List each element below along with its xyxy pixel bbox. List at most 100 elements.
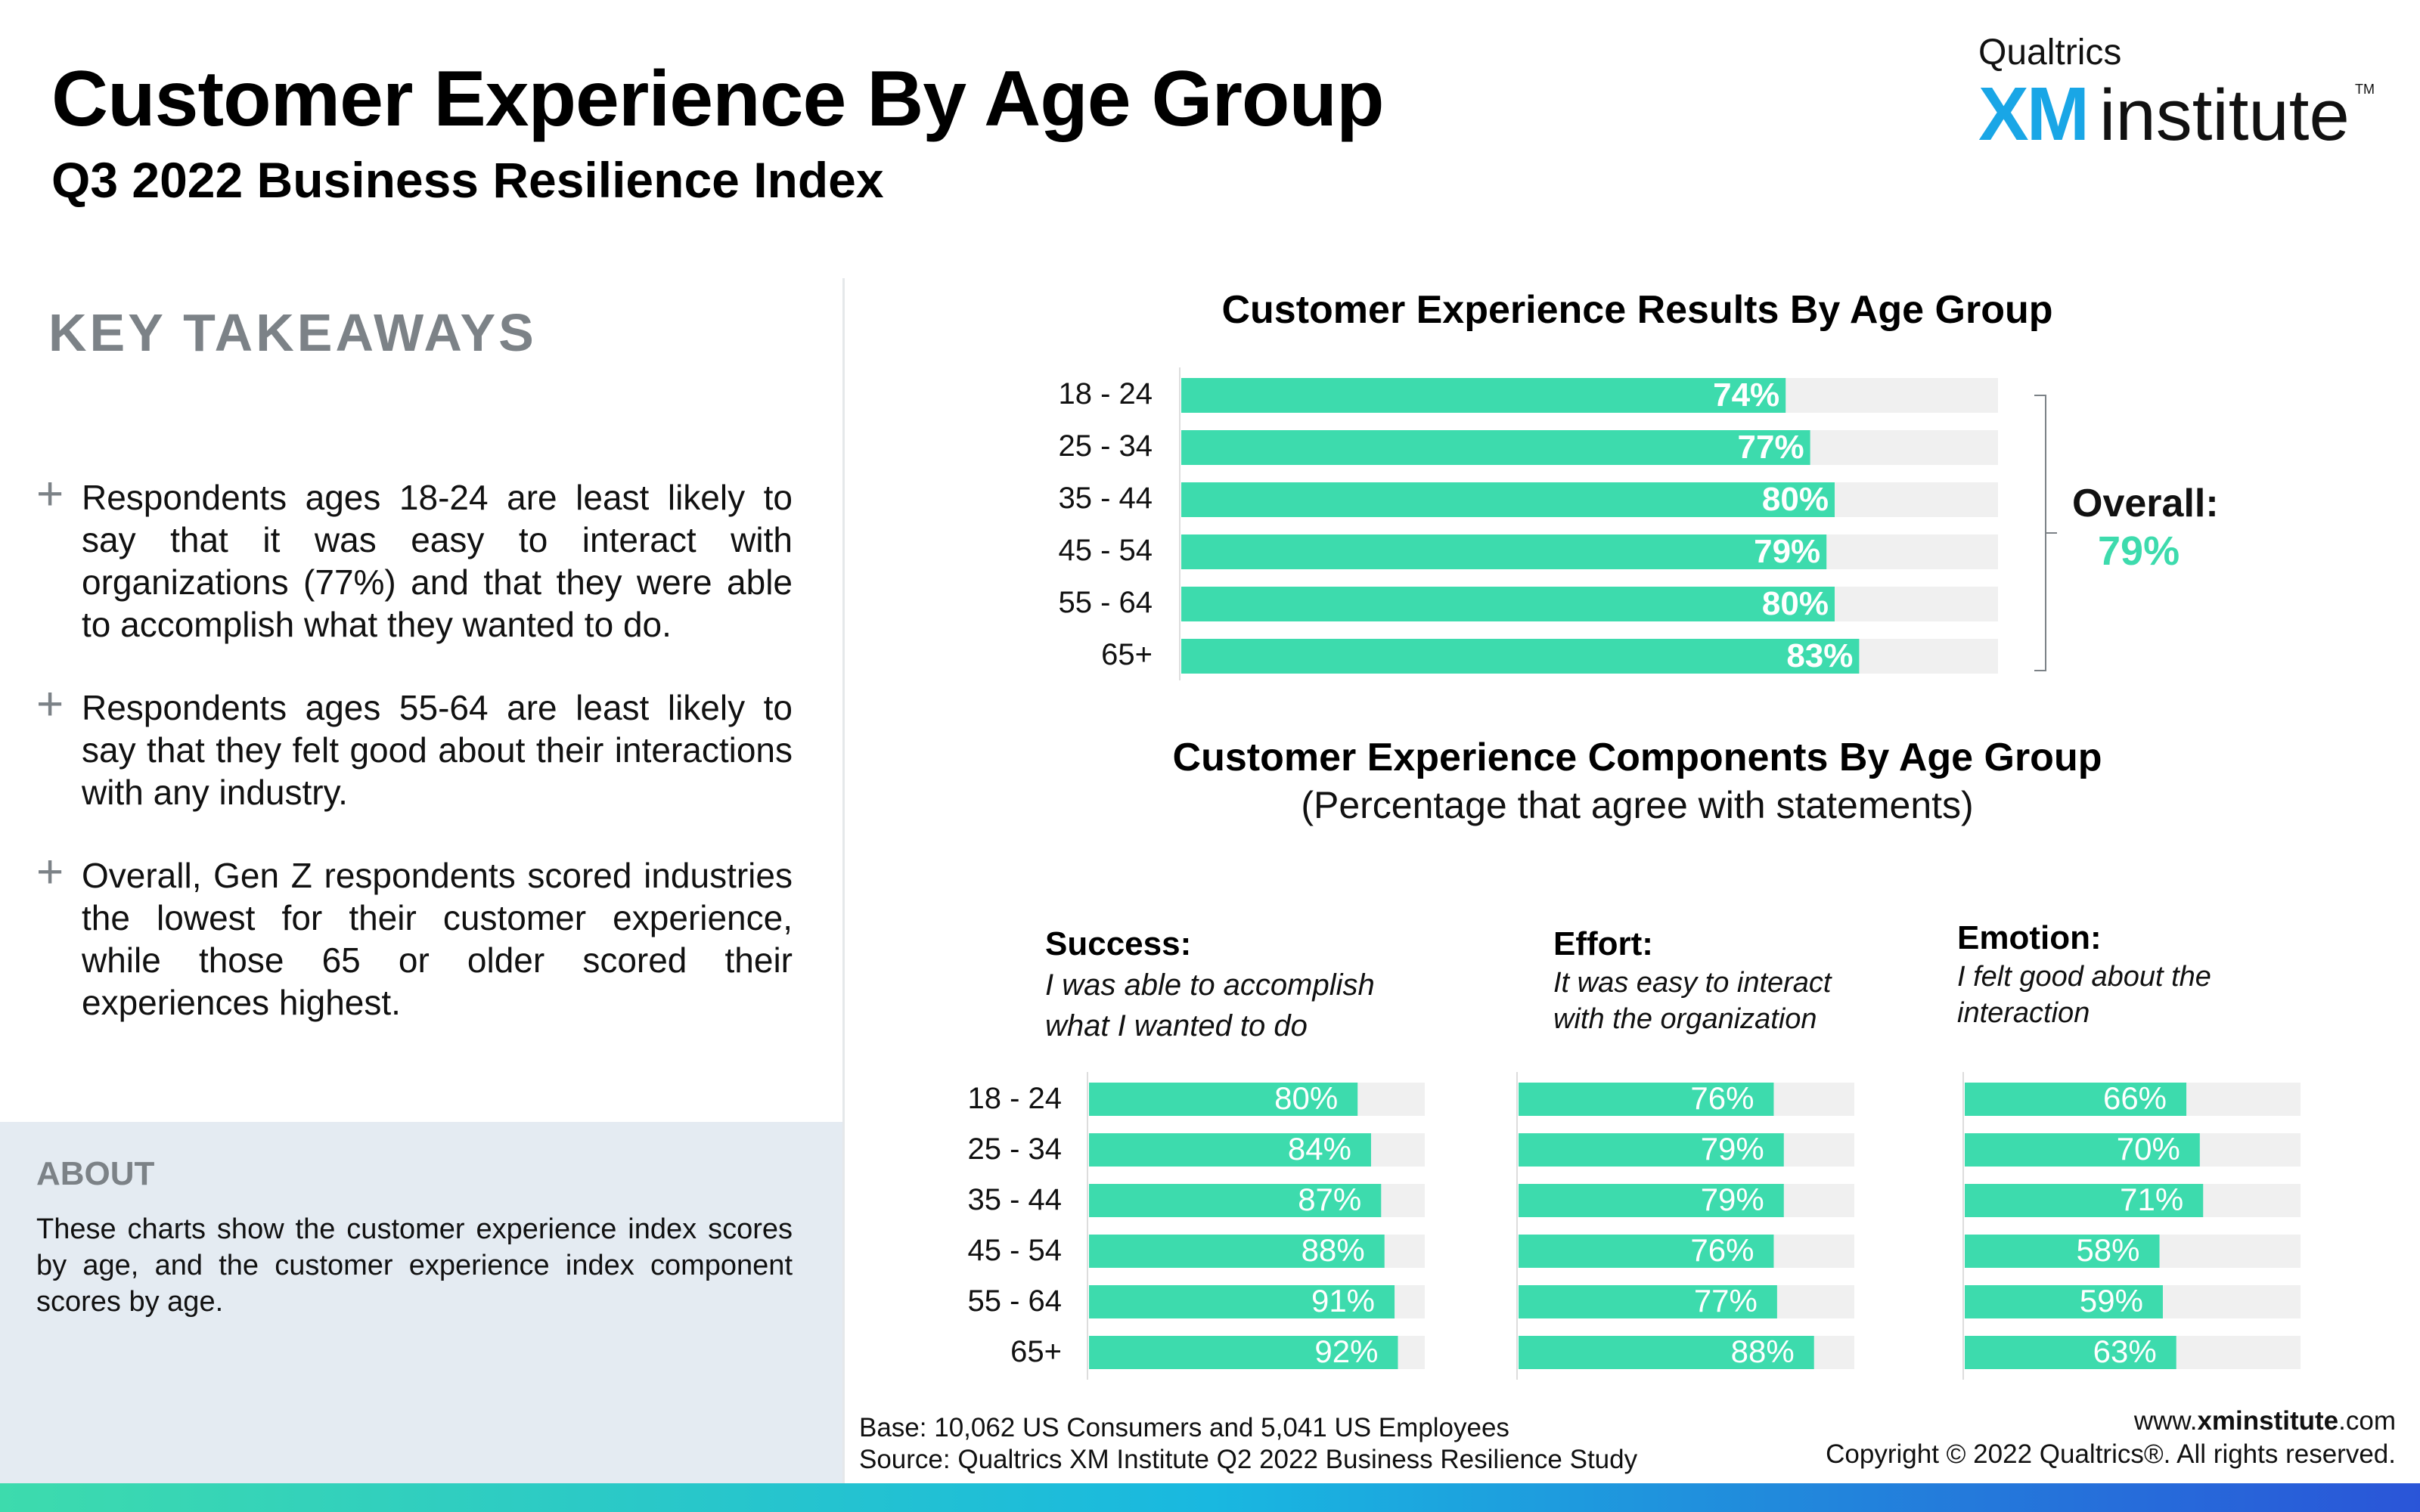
components-bar xyxy=(1965,1184,2204,1217)
components-bar-value: 76% xyxy=(1690,1080,1754,1116)
components-bar xyxy=(1519,1336,1814,1369)
results-age-label: 45 - 54 xyxy=(1058,534,1153,567)
footer-credits: www.xminstitute.com Copyright © 2022 Qua… xyxy=(1826,1405,2396,1471)
components-chart: 18 - 24 25 - 34 35 - 44 45 - 54 55 - 64 65+ 80… xyxy=(967,1072,2301,1380)
components-bar xyxy=(1089,1235,1385,1268)
components-bar xyxy=(1089,1285,1395,1318)
components-bar xyxy=(1519,1083,1774,1116)
components-bar-value: 59% xyxy=(2080,1283,2143,1318)
emotion-heading-block: Emotion: I felt good about the interacti… xyxy=(1957,919,2381,1031)
takeaway-item: + Respondents ages 18-24 are least likel… xyxy=(36,468,793,646)
logo-xm-text: XM xyxy=(1978,72,2090,156)
components-bar xyxy=(1519,1133,1784,1167)
components-chart-subtitle: (Percentage that agree with statements) xyxy=(1301,784,1974,826)
components-bar-value: 87% xyxy=(1298,1182,1361,1217)
components-bar-value: 79% xyxy=(1701,1182,1764,1217)
effort-heading-block: Effort: It was easy to interact with the… xyxy=(1553,925,1977,1037)
components-chart-title: Customer Experience Components By Age Gr… xyxy=(1172,736,2102,779)
about-text: These charts show the customer experienc… xyxy=(36,1213,793,1318)
success-heading-block: Success: I was able to accomplish what I… xyxy=(1045,925,1469,1046)
success-heading: Success: xyxy=(1045,925,1192,962)
results-age-label: 55 - 64 xyxy=(1058,586,1153,619)
results-bar-value: 80% xyxy=(1762,481,1829,518)
components-age-label: 55 - 64 xyxy=(967,1284,1062,1318)
results-bar-value: 77% xyxy=(1738,429,1804,466)
column-divider xyxy=(842,278,845,1488)
about-panel: ABOUT These charts show the customer exp… xyxy=(0,1122,842,1485)
results-bar xyxy=(1181,378,1786,413)
components-bar-value: 71% xyxy=(2120,1182,2183,1217)
footer-copyright: Copyright © 2022 Qualtrics®. All rights … xyxy=(1826,1439,2396,1469)
components-bar-value: 88% xyxy=(1731,1334,1795,1369)
components-bar xyxy=(1965,1133,2200,1167)
components-bar-value: 76% xyxy=(1690,1232,1754,1268)
components-bar-value: 79% xyxy=(1701,1131,1764,1167)
key-takeaways-title: KEY TAKEAWAYS xyxy=(48,303,537,362)
components-bar xyxy=(1965,1083,2187,1116)
results-bar xyxy=(1181,639,1860,674)
plus-icon: + xyxy=(36,846,64,898)
components-bar xyxy=(1089,1083,1358,1116)
page-title: Customer Experience By Age Group xyxy=(51,55,1384,143)
footer-url[interactable]: www.xminstitute.com xyxy=(2133,1406,2396,1436)
emotion-question-line: I felt good about the xyxy=(1957,961,2211,993)
about-title: ABOUT xyxy=(36,1155,155,1192)
components-bar xyxy=(1965,1285,2163,1318)
components-bar-value: 66% xyxy=(2103,1080,2167,1116)
effort-question-line: with the organization xyxy=(1553,1003,1817,1035)
takeaway-item: + Overall, Gen Z respondents scored indu… xyxy=(36,846,793,1024)
overall-value: 79% xyxy=(2098,528,2180,574)
bottom-gradient-bar xyxy=(0,1483,2420,1512)
components-bar-value: 70% xyxy=(2117,1131,2180,1167)
components-bar xyxy=(1519,1184,1784,1217)
components-bar-value: 88% xyxy=(1302,1232,1365,1268)
emotion-question-line: interaction xyxy=(1957,997,2090,1029)
results-bar-value: 79% xyxy=(1754,533,1820,570)
components-bar-value: 84% xyxy=(1288,1131,1351,1167)
takeaway-item: + Respondents ages 55-64 are least likel… xyxy=(36,678,793,813)
page-subtitle: Q3 2022 Business Resilience Index xyxy=(51,152,884,208)
components-bar-value: 77% xyxy=(1694,1283,1758,1318)
results-chart: 18 - 24 74% 25 - 34 77% 35 - 44 80% 45 - 54 79%… xyxy=(1058,367,1998,680)
effort-question-line: It was easy to interact xyxy=(1553,967,1832,999)
components-bar xyxy=(1089,1184,1382,1217)
results-age-label: 25 - 34 xyxy=(1058,429,1153,463)
takeaway-text: Respondents ages 55-64 are least likely … xyxy=(82,688,793,812)
results-bar xyxy=(1181,587,1835,621)
takeaway-text: Respondents ages 18-24 are least likely … xyxy=(82,478,793,644)
components-age-label: 25 - 34 xyxy=(967,1132,1062,1166)
results-chart-title: Customer Experience Results By Age Group xyxy=(1221,288,2053,332)
results-bar-value: 83% xyxy=(1786,637,1853,674)
logo-institute-text: institute xyxy=(2099,75,2350,156)
results-age-label: 35 - 44 xyxy=(1058,482,1153,515)
results-bar-value: 80% xyxy=(1762,585,1829,622)
footer-source-text: Source: Qualtrics XM Institute Q2 2022 B… xyxy=(859,1445,1638,1474)
effort-heading: Effort: xyxy=(1553,925,1653,962)
components-age-label: 45 - 54 xyxy=(967,1234,1062,1267)
xm-institute-logo: Qualtrics XM institute TM xyxy=(1978,32,2375,156)
results-bar xyxy=(1181,430,1810,465)
components-bar xyxy=(1089,1336,1398,1369)
components-bar-value: 91% xyxy=(1311,1283,1375,1318)
plus-icon: + xyxy=(36,678,64,730)
components-bar-value: 63% xyxy=(2093,1334,2157,1369)
plus-icon: + xyxy=(36,468,64,520)
overall-label: Overall: xyxy=(2072,482,2219,525)
emotion-heading: Emotion: xyxy=(1957,919,2102,956)
results-age-label: 18 - 24 xyxy=(1058,377,1153,411)
components-bar xyxy=(1965,1336,2176,1369)
logo-qualtrics-text: Qualtrics xyxy=(1978,33,2122,73)
success-question-line: what I wanted to do xyxy=(1045,1009,1308,1043)
components-bar xyxy=(1519,1235,1774,1268)
results-bar xyxy=(1181,482,1835,517)
overall-bracket-tick xyxy=(2045,532,2057,534)
components-bar xyxy=(1089,1133,1371,1167)
footer-base-text: Base: 10,062 US Consumers and 5,041 US E… xyxy=(859,1413,1509,1442)
components-bar-value: 58% xyxy=(2076,1232,2139,1268)
success-question-line: I was able to accomplish xyxy=(1045,968,1375,1002)
results-bar xyxy=(1181,534,1827,569)
results-bar-value: 74% xyxy=(1713,376,1779,414)
footer-source: Base: 10,062 US Consumers and 5,041 US E… xyxy=(859,1412,1637,1476)
components-age-label: 18 - 24 xyxy=(967,1082,1062,1115)
takeaway-text: Overall, Gen Z respondents scored indust… xyxy=(82,856,793,1022)
